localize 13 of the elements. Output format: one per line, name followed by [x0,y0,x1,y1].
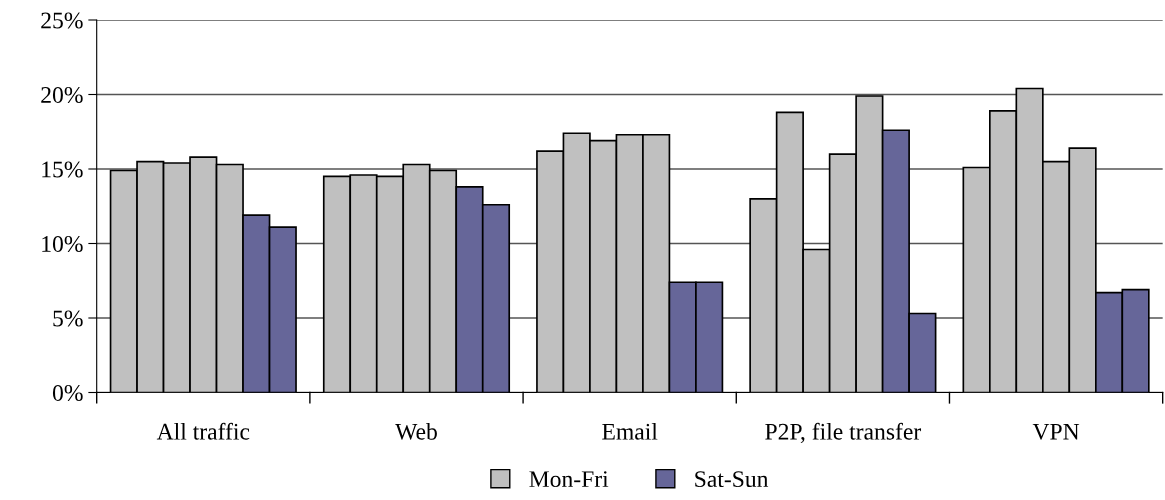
y-tick-label: 20% [41,86,83,103]
y-tick-label: 0% [52,384,83,401]
y-tick-label: 25% [41,12,83,29]
y-tick-label: 10% [42,235,83,252]
x-tick-label: P2P, file transfer [765,422,922,444]
x-tick-label: Web [395,423,437,440]
y-tick-label: 5% [53,310,83,327]
x-tick-label: All traffic [156,422,250,440]
legend-label: Mon-Fri [529,471,609,488]
legend-label: Sat-Sun [695,471,769,488]
y-tick-label: 15% [42,161,83,178]
x-tick-label: Email [602,423,658,440]
x-tick-label: VPN [1032,423,1080,440]
